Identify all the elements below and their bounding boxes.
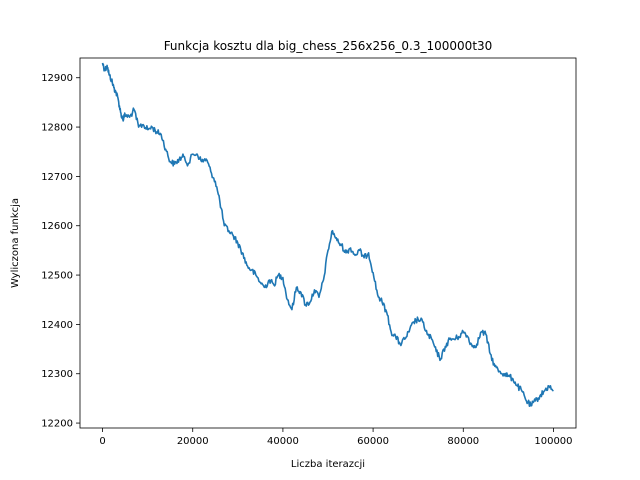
y-tick-label: 12900 [41,73,73,84]
y-axis: 12200 12300 12400 12500 12600 12700 12800 12900 [41,73,80,430]
x-tick-label: 40000 [267,436,299,447]
chart-title: Funkcja kosztu dla big_chess_256x256_0.3… [164,39,493,53]
y-tick-label: 12200 [41,419,73,430]
x-axis-label: Liczba iterazcji [291,459,365,470]
x-tick-label: 100000 [534,436,572,447]
x-tick-label: 20000 [177,436,209,447]
plot-frame [79,57,577,429]
y-tick-label: 12800 [41,123,73,134]
x-tick-label: 80000 [447,436,479,447]
plot-area [101,62,554,407]
y-tick-label: 12500 [41,271,73,282]
y-tick-label: 12600 [41,221,73,232]
series-line [101,62,554,407]
y-axis-label: Wyliczona funkcja [10,198,21,288]
y-tick-label: 12700 [41,172,73,183]
x-tick-label: 0 [99,436,105,447]
y-tick-label: 12400 [41,320,73,331]
x-axis: 0 20000 40000 60000 80000 100000 [99,428,573,447]
y-tick-label: 12300 [41,369,73,380]
x-tick-label: 60000 [357,436,389,447]
